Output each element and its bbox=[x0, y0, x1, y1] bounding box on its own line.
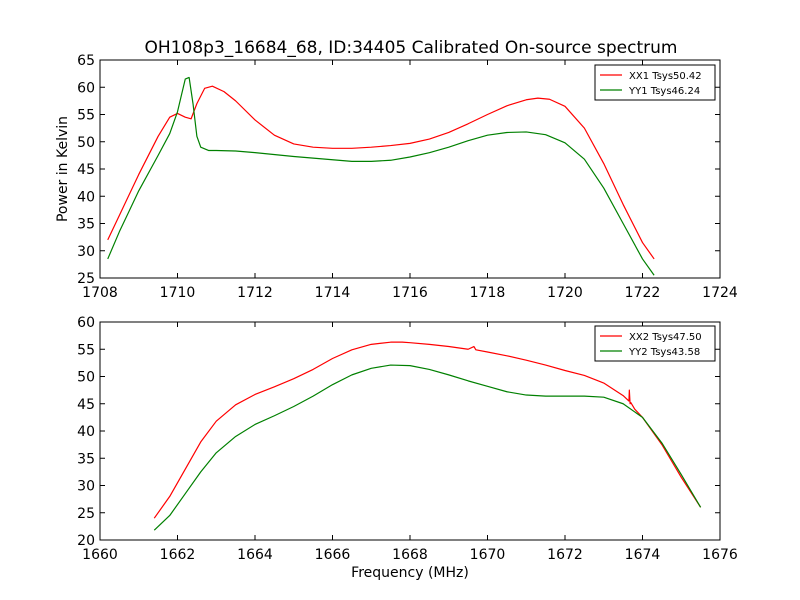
y-tick-label: 50 bbox=[77, 370, 95, 386]
x-tick-label: 1670 bbox=[470, 547, 506, 563]
x-tick-label: 1662 bbox=[160, 547, 196, 563]
y-tick-label: 45 bbox=[77, 397, 95, 413]
x-tick-label: 1674 bbox=[625, 547, 661, 563]
x-tick-label: 1664 bbox=[237, 547, 273, 563]
legend-entry: YY1 Tsys46.24 bbox=[628, 86, 700, 97]
y-tick-label: 20 bbox=[77, 533, 95, 549]
legend-entry: XX2 Tsys47.50 bbox=[629, 332, 702, 343]
legend: XX1 Tsys50.42 YY1 Tsys46.24 bbox=[594, 64, 716, 101]
x-tick-label: 1720 bbox=[547, 285, 583, 301]
y-tick-label: 35 bbox=[77, 451, 95, 467]
legend: XX2 Tsys47.50 YY2 Tsys43.58 bbox=[594, 325, 716, 362]
x-tick-label: 1676 bbox=[702, 547, 738, 563]
series-line-1-2 bbox=[107, 76, 655, 276]
series-line-2-2 bbox=[153, 364, 702, 531]
legend-entry: XX1 Tsys50.42 bbox=[629, 71, 702, 82]
legend-box bbox=[594, 325, 716, 362]
legend-entry: YY2 Tsys43.58 bbox=[628, 347, 700, 358]
x-tick-label: 1668 bbox=[392, 547, 428, 563]
series-line-2-1 bbox=[153, 341, 702, 519]
figure-title: OH108p3_16684_68, ID:34405 Calibrated On… bbox=[145, 38, 678, 58]
x-tick-label: 1710 bbox=[160, 285, 196, 301]
x-axis-label: Frequency (MHz) bbox=[351, 565, 469, 581]
x-tick-label: 1714 bbox=[315, 285, 351, 301]
x-tick-label: 1672 bbox=[547, 547, 583, 563]
x-tick-label: 1708 bbox=[82, 285, 118, 301]
x-tick-label: 1660 bbox=[82, 547, 118, 563]
y-tick-label: 45 bbox=[77, 162, 95, 178]
y-tick-label: 30 bbox=[77, 479, 95, 495]
y-tick-label: 40 bbox=[77, 424, 95, 440]
legend-box bbox=[594, 64, 716, 101]
series-line-1-1 bbox=[107, 85, 655, 260]
y-tick-label: 60 bbox=[77, 315, 95, 331]
x-tick-label: 1722 bbox=[625, 285, 661, 301]
y-tick-label: 25 bbox=[77, 271, 95, 287]
y-tick-label: 55 bbox=[77, 342, 95, 358]
y-tick-label: 50 bbox=[77, 135, 95, 151]
y-tick-label: 55 bbox=[77, 108, 95, 124]
y-axis-label: Power in Kelvin bbox=[55, 116, 71, 222]
x-tick-label: 1712 bbox=[237, 285, 273, 301]
x-tick-label: 1666 bbox=[315, 547, 351, 563]
x-tick-label: 1718 bbox=[470, 285, 506, 301]
y-tick-label: 40 bbox=[77, 189, 95, 205]
bottom-spectrum-plot: 1660 1662 1664 1666 1668 1670 1672 1674 1676 20 25… bbox=[77, 315, 738, 581]
y-tick-label: 25 bbox=[77, 506, 95, 522]
y-tick-label: 65 bbox=[77, 53, 95, 69]
top-spectrum-plot: 1708 1710 1712 1714 1716 1718 1720 1722 1724 25 30… bbox=[55, 53, 738, 301]
x-tick-label: 1716 bbox=[392, 285, 428, 301]
y-tick-label: 30 bbox=[77, 244, 95, 260]
y-tick-label: 60 bbox=[77, 80, 95, 96]
x-tick-label: 1724 bbox=[702, 285, 738, 301]
y-tick-label: 35 bbox=[77, 217, 95, 233]
